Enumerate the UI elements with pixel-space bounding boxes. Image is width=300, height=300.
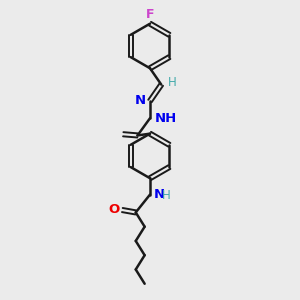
Text: H: H [162,189,171,202]
Text: NH: NH [155,112,177,125]
Text: F: F [146,8,154,21]
Text: H: H [168,76,177,89]
Text: N: N [154,188,165,201]
Text: O: O [108,203,119,216]
Text: N: N [135,94,146,107]
